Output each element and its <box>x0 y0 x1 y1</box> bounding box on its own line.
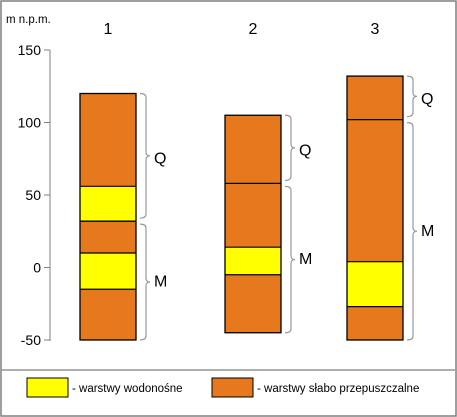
legend-swatch-wodonosne <box>26 377 69 398</box>
layer-slabo <box>80 289 136 340</box>
y-tick-label: 50 <box>25 187 41 203</box>
label-m: M <box>421 223 434 240</box>
axis-label: m n.p.m. <box>6 14 51 26</box>
columns-group: 1 Q M 2 Q M 3 Q M <box>79 21 434 341</box>
y-tick-label: 100 <box>18 115 42 131</box>
brace-lower <box>139 223 151 341</box>
brace-upper <box>284 114 296 181</box>
brace-upper <box>139 92 151 219</box>
layer-wodonosne <box>80 253 136 290</box>
label-q: Q <box>299 142 311 159</box>
legend: - warstwy wodonośne - warstwy słabo prze… <box>2 369 455 398</box>
label-q: Q <box>154 150 166 167</box>
brace-lower <box>284 185 296 334</box>
layer-wodonosne <box>225 247 281 275</box>
label-m: M <box>154 274 167 291</box>
layer-slabo <box>80 93 136 187</box>
section-column-2: 2 Q M <box>224 21 312 334</box>
y-tick-label: 0 <box>33 260 41 276</box>
y-tick-label: 150 <box>18 42 42 58</box>
legend-label-wodonosne: - warstwy wodonośne <box>72 383 183 395</box>
layer-wodonosne <box>80 186 136 222</box>
label-m: M <box>299 251 312 268</box>
y-axis-ticks: 150 100 50 0 -50 <box>18 42 50 348</box>
layer-slabo <box>225 115 281 248</box>
legend-label-slabo: - warstwy słabo przepuszczalne <box>257 383 419 395</box>
column-outline <box>79 92 137 341</box>
column-number: 3 <box>371 21 380 38</box>
brace-lower <box>406 122 418 341</box>
column-outline <box>346 75 404 341</box>
label-q: Q <box>421 91 433 108</box>
column-number: 2 <box>249 21 258 38</box>
legend-swatch-slabo <box>211 377 254 398</box>
section-column-1: 1 Q M <box>79 21 167 341</box>
layer-slabo <box>347 76 403 262</box>
y-tick-label: -50 <box>21 332 41 348</box>
layer-slabo <box>225 274 281 333</box>
brace-upper <box>406 75 418 118</box>
layer-wodonosne <box>347 261 403 307</box>
section-column-3: 3 Q M <box>346 21 434 341</box>
column-outline <box>224 114 282 334</box>
layer-slabo <box>80 221 136 253</box>
column-number: 1 <box>104 21 113 38</box>
layer-slabo <box>347 306 403 340</box>
